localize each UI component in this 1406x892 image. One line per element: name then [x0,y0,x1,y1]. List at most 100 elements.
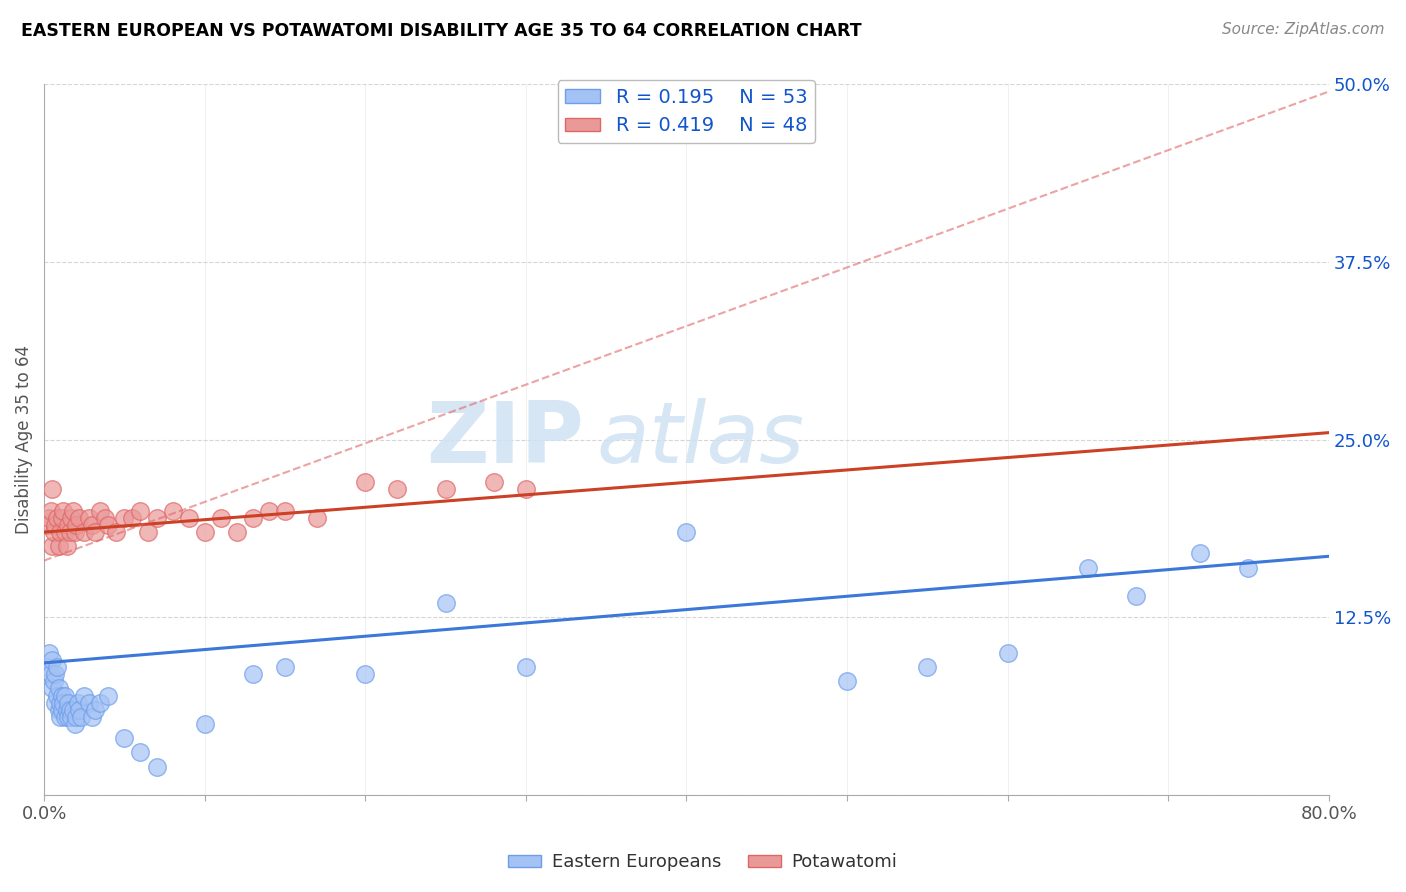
Point [515,660,537,674]
Point [162,504,184,518]
Text: Source: ZipAtlas.com: Source: ZipAtlas.com [1222,22,1385,37]
Point [73,689,96,703]
Point [354,475,377,490]
Point [69,511,91,525]
Point [46,660,69,674]
Point [112,511,135,525]
Legend: Eastern Europeans, Potawatomi: Eastern Europeans, Potawatomi [502,847,904,879]
Point [434,596,457,610]
Point [59,525,82,540]
Point [917,660,939,674]
Point [387,483,409,497]
Point [55,703,77,717]
Point [52,504,75,518]
Point [515,483,537,497]
Point [53,710,76,724]
Point [84,703,107,717]
Text: EASTERN EUROPEAN VS POTAWATOMI DISABILITY AGE 35 TO 64 CORRELATION CHART: EASTERN EUROPEAN VS POTAWATOMI DISABILIT… [21,22,862,40]
Point [354,667,377,681]
Point [51,511,73,525]
Point [58,518,80,533]
Point [112,731,135,746]
Point [1077,560,1099,574]
Point [62,703,84,717]
Point [42,674,65,689]
Point [82,710,104,724]
Point [63,525,86,540]
Point [274,660,297,674]
Point [94,511,117,525]
Point [89,504,111,518]
Text: atlas: atlas [596,398,804,482]
Legend: R = 0.195    N = 53, R = 0.419    N = 48: R = 0.195 N = 53, R = 0.419 N = 48 [558,80,815,144]
Point [194,717,217,731]
Point [77,696,100,710]
Point [65,518,87,533]
Point [38,511,60,525]
Point [42,525,65,540]
Point [44,667,66,681]
Point [49,696,72,710]
Point [66,696,89,710]
Point [105,525,128,540]
Point [51,689,73,703]
Point [70,710,93,724]
Point [46,689,69,703]
Point [257,504,280,518]
Point [55,539,77,553]
Point [41,483,63,497]
Point [58,710,80,724]
Point [46,511,69,525]
Point [49,710,72,724]
Point [307,511,329,525]
Point [52,696,75,710]
Point [177,511,200,525]
Point [37,660,59,674]
Point [274,504,297,518]
Point [145,511,167,525]
Point [121,511,143,525]
Point [58,696,80,710]
Point [434,483,457,497]
Point [84,525,107,540]
Point [1125,589,1147,603]
Point [48,539,70,553]
Point [97,518,120,533]
Point [225,525,247,540]
Point [77,511,100,525]
Point [242,667,264,681]
Point [62,504,84,518]
Point [60,710,83,724]
Point [44,518,66,533]
Point [41,539,63,553]
Point [48,703,70,717]
Point [242,511,264,525]
Point [145,759,167,773]
Point [675,525,697,540]
Point [53,525,76,540]
Point [37,518,59,533]
Y-axis label: Disability Age 35 to 64: Disability Age 35 to 64 [15,345,32,534]
Point [49,525,72,540]
Point [59,703,82,717]
Point [44,696,66,710]
Point [97,689,120,703]
Point [39,667,62,681]
Point [53,689,76,703]
Point [48,681,70,696]
Point [82,518,104,533]
Point [129,504,152,518]
Point [138,525,160,540]
Point [41,653,63,667]
Point [835,674,858,689]
Point [129,746,152,760]
Point [482,475,505,490]
Point [1237,560,1260,574]
Point [209,511,232,525]
Point [51,703,73,717]
Point [997,646,1019,660]
Point [41,681,63,696]
Point [1189,546,1212,560]
Point [65,710,87,724]
Point [38,646,60,660]
